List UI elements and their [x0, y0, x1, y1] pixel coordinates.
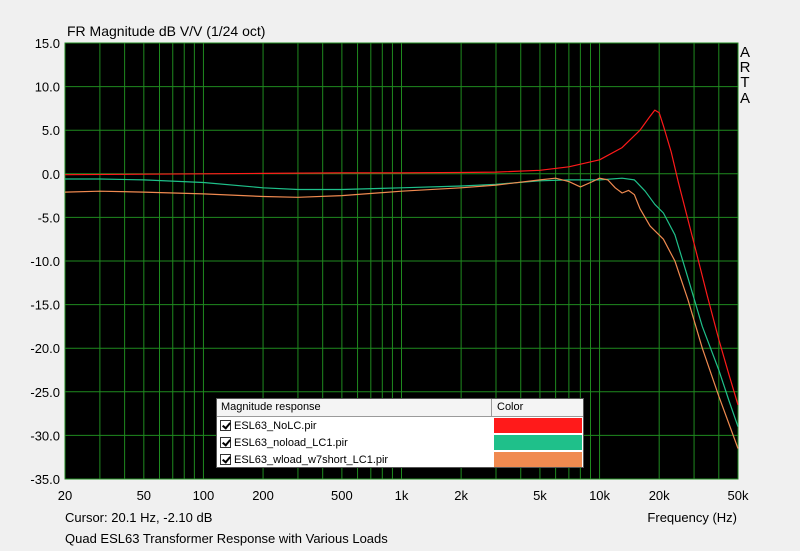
series-line — [65, 177, 739, 427]
x-axis-ticks: 20 50 100 200 500 1k 2k 5k 10k 20k 50k — [58, 488, 749, 503]
legend-item[interactable]: ESL63_wload_w7short_LC1.pir — [217, 451, 583, 468]
y-tick-label: 5.0 — [42, 123, 60, 138]
legend-color-swatch[interactable] — [494, 452, 582, 467]
series-line — [64, 177, 739, 449]
series-line — [64, 109, 739, 406]
y-tick-label: 0.0 — [42, 167, 60, 182]
legend-panel[interactable]: Magnitude response Color ESL63_NoLC.pir … — [216, 398, 584, 468]
y-tick-label: 10.0 — [35, 80, 60, 95]
y-tick-label: -10.0 — [30, 254, 60, 269]
legend-color-swatch[interactable] — [494, 418, 582, 433]
brand-letter: R — [740, 59, 751, 76]
x-tick-label: 1k — [395, 488, 409, 503]
legend-checkbox[interactable] — [220, 437, 231, 448]
y-tick-label: -25.0 — [30, 385, 60, 400]
x-axis-label: Frequency (Hz) — [647, 510, 737, 525]
legend-header-name: Magnitude response — [217, 399, 492, 416]
x-tick-label: 2k — [454, 488, 468, 503]
cursor-readout: Cursor: 20.1 Hz, -2.10 dB — [65, 510, 212, 525]
series-lines — [64, 109, 739, 449]
y-tick-label: -20.0 — [30, 341, 60, 356]
brand-letter: A — [740, 90, 750, 107]
legend-item[interactable]: ESL63_noload_LC1.pir — [217, 434, 583, 451]
x-tick-label: 100 — [193, 488, 215, 503]
y-tick-label: -5.0 — [38, 210, 60, 225]
legend-item[interactable]: ESL63_NoLC.pir — [217, 417, 583, 434]
legend-item-label: ESL63_noload_LC1.pir — [234, 436, 348, 449]
arta-brand: A R T A — [740, 44, 751, 107]
x-tick-label: 5k — [533, 488, 547, 503]
brand-letter: A — [740, 44, 750, 61]
y-tick-label: 15.0 — [35, 36, 60, 51]
legend-checkbox[interactable] — [220, 454, 231, 465]
x-tick-label: 20 — [58, 488, 72, 503]
y-tick-label: -35.0 — [30, 472, 60, 487]
x-tick-label: 200 — [252, 488, 274, 503]
x-tick-label: 50k — [728, 488, 749, 503]
x-tick-label: 50 — [137, 488, 151, 503]
chart-title: FR Magnitude dB V/V (1/24 oct) — [67, 23, 265, 39]
x-tick-label: 10k — [589, 488, 610, 503]
legend-checkbox[interactable] — [220, 420, 231, 431]
legend-header: Magnitude response Color — [217, 399, 583, 417]
y-tick-label: -30.0 — [30, 428, 60, 443]
x-tick-label: 20k — [649, 488, 670, 503]
legend-item-label: ESL63_wload_w7short_LC1.pir — [234, 453, 389, 466]
x-tick-label: 500 — [331, 488, 353, 503]
y-tick-label: -15.0 — [30, 298, 60, 313]
legend-color-swatch[interactable] — [494, 435, 582, 450]
chart-caption: Quad ESL63 Transformer Response with Var… — [65, 531, 388, 546]
legend-header-color: Color — [497, 401, 524, 413]
y-axis-ticks: 15.0 10.0 5.0 0.0 -5.0 -10.0 -15.0 -20.0 -25.0 -3… — [30, 36, 60, 487]
legend-item-label: ESL63_NoLC.pir — [234, 419, 317, 432]
brand-letter: T — [740, 74, 749, 91]
